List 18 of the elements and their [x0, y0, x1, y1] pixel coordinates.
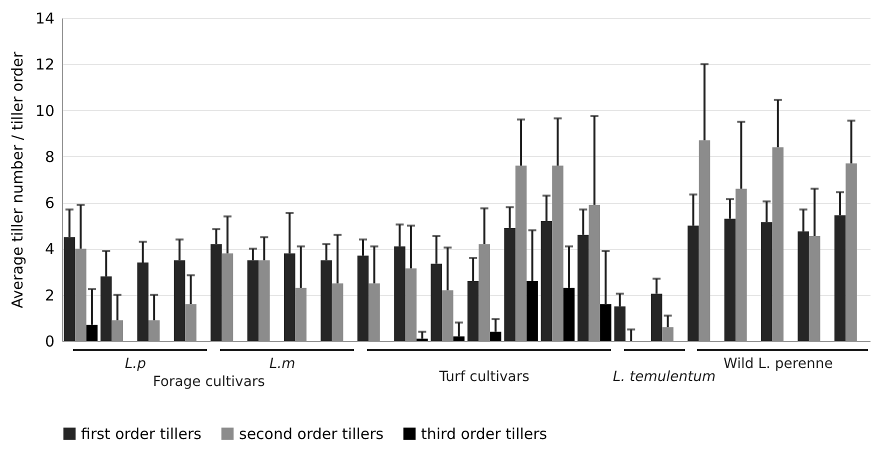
text: Turf cultivars — [438, 369, 530, 385]
y-tick-label: 12 — [35, 56, 54, 74]
text: L.p — [124, 356, 148, 372]
y-tick-label: 14 — [35, 10, 54, 28]
y-tick-label: 4 — [44, 240, 54, 258]
y-tick-label: 0 — [44, 332, 54, 350]
y-axis-title: Average tiller number / tiller order — [8, 50, 26, 308]
text: Forage cultivars — [152, 374, 266, 390]
legend-label: first order tillers — [81, 424, 202, 443]
text: L. temulentum — [612, 369, 716, 385]
legend-label: second order tillers — [239, 424, 384, 443]
y-tick-label: 2 — [44, 286, 54, 304]
text: L.m — [268, 356, 296, 372]
y-tick-label: 6 — [44, 194, 54, 212]
y-tick-label: 8 — [44, 148, 54, 166]
legend-label: third order tillers — [421, 424, 548, 443]
text: Wild L. perenne — [724, 356, 833, 372]
y-tick-label: 10 — [35, 102, 54, 120]
